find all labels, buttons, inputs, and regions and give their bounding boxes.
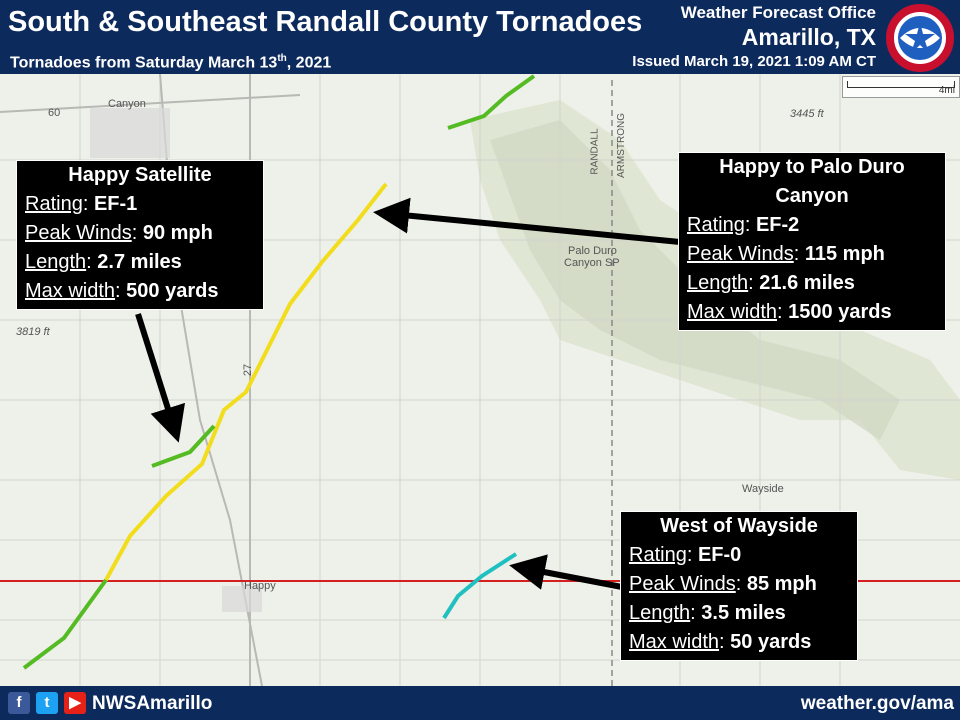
canyon-town bbox=[90, 108, 170, 158]
length-row: Length: 2.7 miles bbox=[25, 251, 182, 273]
arrow-happy-satellite bbox=[135, 313, 186, 443]
office-city: Amarillo, TX bbox=[741, 24, 876, 50]
width-row: Max width: 500 yards bbox=[25, 280, 219, 302]
subtitle-bar bbox=[0, 50, 408, 74]
scale-label: 4mi bbox=[938, 85, 955, 96]
scale-bar: 4mi bbox=[842, 76, 960, 98]
box-title: Happy to Palo Duro Canyon bbox=[719, 156, 905, 207]
box-title: Happy Satellite bbox=[68, 164, 212, 186]
winds-row: Peak Winds: 115 mph bbox=[687, 243, 885, 265]
place-happy: Happy bbox=[244, 580, 276, 592]
info-box-west-of-wayside: West of Wayside Rating: EF-0 Peak Winds:… bbox=[620, 511, 858, 661]
place-canyon: Canyon bbox=[108, 98, 146, 110]
winds-row: Peak Winds: 85 mph bbox=[629, 573, 817, 595]
rating-row: Rating: EF-1 bbox=[25, 193, 138, 215]
website-link[interactable]: weather.gov/ama bbox=[800, 693, 954, 714]
width-row: Max width: 1500 yards bbox=[687, 301, 892, 323]
page-title: South & Southeast Randall County Tornado… bbox=[8, 6, 643, 38]
label-road-60: 60 bbox=[48, 107, 61, 119]
nws-logo-icon bbox=[886, 4, 954, 72]
info-box-happy-satellite: Happy Satellite Rating: EF-1 Peak Winds:… bbox=[16, 160, 264, 310]
track-north-segment bbox=[447, 74, 536, 130]
place-canyon-sp: Canyon SP bbox=[564, 257, 620, 269]
facebook-icon[interactable]: f bbox=[8, 692, 30, 714]
label-road-27: 27 bbox=[242, 363, 255, 377]
footer-bar: f t ▶ NWSAmarillo weather.gov/ama bbox=[0, 686, 960, 720]
info-box-happy-palo-duro: Happy to Palo Duro Canyon Rating: EF-2 P… bbox=[678, 152, 946, 331]
track-happy-satellite bbox=[151, 424, 216, 468]
arrow-west-of-wayside bbox=[509, 554, 623, 590]
twitter-icon[interactable]: t bbox=[36, 692, 58, 714]
winds-row: Peak Winds: 90 mph bbox=[25, 222, 213, 244]
track-happy-palo-duro-south bbox=[22, 578, 108, 670]
label-elev-3445: 3445 ft bbox=[790, 108, 824, 120]
label-randall: RANDALL bbox=[589, 128, 601, 175]
rating-row: Rating: EF-2 bbox=[687, 214, 800, 236]
label-armstrong: ARMSTRONG bbox=[616, 113, 627, 178]
youtube-icon[interactable]: ▶ bbox=[64, 692, 86, 714]
length-row: Length: 3.5 miles bbox=[629, 602, 786, 624]
length-row: Length: 21.6 miles bbox=[687, 272, 855, 294]
rating-row: Rating: EF-0 bbox=[629, 544, 742, 566]
width-row: Max width: 50 yards bbox=[629, 631, 812, 653]
track-happy-palo-duro bbox=[104, 182, 388, 581]
office-label: Weather Forecast Office bbox=[680, 3, 876, 22]
box-title: West of Wayside bbox=[660, 515, 818, 537]
issued-time: Issued March 19, 2021 1:09 AM CT bbox=[632, 53, 876, 70]
social-handle[interactable]: NWSAmarillo bbox=[92, 693, 213, 714]
place-wayside: Wayside bbox=[742, 483, 784, 495]
track-west-of-wayside bbox=[442, 552, 518, 620]
happy-town bbox=[222, 586, 262, 612]
page-subtitle: Tornadoes from Saturday March 13th, 2021 bbox=[10, 53, 332, 72]
place-palo-duro: Palo Duro bbox=[568, 245, 617, 257]
label-elev-3819: 3819 ft bbox=[16, 326, 50, 338]
arrow-happy-palo-duro bbox=[373, 197, 681, 245]
